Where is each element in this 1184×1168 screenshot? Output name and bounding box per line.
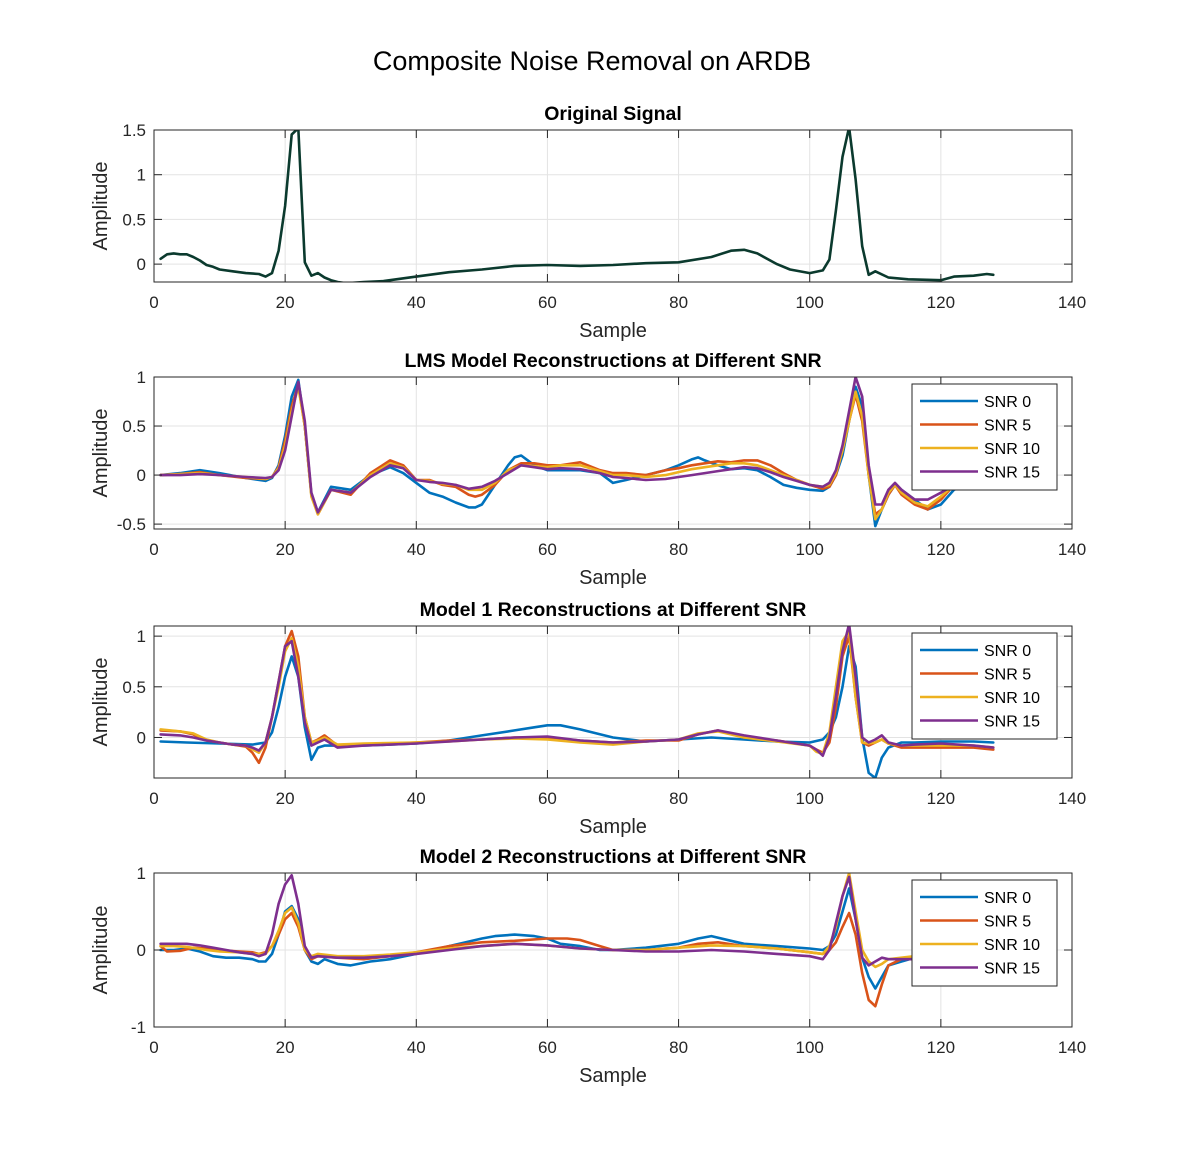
legend-entry: SNR 0 bbox=[984, 394, 1031, 411]
x-tick-label: 20 bbox=[276, 1038, 295, 1057]
axes-box bbox=[153, 376, 1073, 530]
x-axis-label: Sample bbox=[579, 320, 647, 342]
subplot-3: 0 20 40 60 80 100 120 140 0 0.5 1 Model 1 Reconstru… bbox=[90, 599, 1086, 838]
legend-entry: SNR 15 bbox=[984, 714, 1040, 731]
y-tick-label: 0 bbox=[137, 255, 146, 274]
legend-entry: SNR 15 bbox=[984, 961, 1040, 978]
axes-box bbox=[153, 129, 1073, 283]
x-tick-label: 60 bbox=[538, 1038, 557, 1057]
x-axis-label: Sample bbox=[579, 1065, 647, 1087]
y-tick-label: 1.5 bbox=[122, 121, 146, 140]
y-axis-label: Amplitude bbox=[90, 409, 112, 498]
legend: SNR 0 SNR 5 SNR 10 SNR 15 bbox=[911, 632, 1058, 740]
y-tick-label: 0 bbox=[137, 728, 146, 747]
x-tick-label: 80 bbox=[669, 789, 688, 808]
series-group bbox=[159, 626, 995, 778]
y-tick-label: 0.5 bbox=[122, 678, 146, 697]
x-tick-label: 140 bbox=[1058, 789, 1086, 808]
series-line-snr-15 bbox=[159, 377, 995, 514]
x-tick-label: 80 bbox=[669, 540, 688, 559]
x-tick-label: 20 bbox=[276, 789, 295, 808]
x-tick-label: 100 bbox=[796, 1038, 824, 1057]
series-line-original bbox=[159, 130, 995, 282]
subplot-title: Original Signal bbox=[544, 103, 682, 125]
y-tick-label: 1 bbox=[137, 864, 146, 883]
subplot-title: LMS Model Reconstructions at Different S… bbox=[404, 350, 821, 372]
legend-entry: SNR 10 bbox=[984, 690, 1040, 707]
legend: SNR 0 SNR 5 SNR 10 SNR 15 bbox=[911, 383, 1058, 491]
x-tick-label: 20 bbox=[276, 293, 295, 312]
plot-area bbox=[154, 130, 1072, 282]
y-tick-label: 1 bbox=[137, 166, 146, 185]
legend: SNR 0 SNR 5 SNR 10 SNR 15 bbox=[911, 879, 1058, 987]
series-group bbox=[159, 873, 995, 1008]
x-tick-label: 0 bbox=[149, 540, 158, 559]
x-tick-label: 120 bbox=[927, 789, 955, 808]
y-tick-label: 0.5 bbox=[122, 210, 146, 229]
y-axis-label: Amplitude bbox=[90, 162, 112, 251]
x-tick-label: 40 bbox=[407, 540, 426, 559]
y-axis-label: Amplitude bbox=[90, 658, 112, 747]
x-tick-label: 20 bbox=[276, 540, 295, 559]
series-line-snr-15 bbox=[159, 626, 995, 758]
legend-entry: SNR 5 bbox=[984, 914, 1031, 931]
series-group bbox=[159, 377, 995, 528]
x-tick-label: 0 bbox=[149, 1038, 158, 1057]
x-tick-label: 60 bbox=[538, 293, 557, 312]
series-group bbox=[159, 130, 995, 282]
subplot-title: Model 2 Reconstructions at Different SNR bbox=[420, 846, 807, 868]
x-tick-label: 0 bbox=[149, 293, 158, 312]
x-tick-label: 100 bbox=[796, 789, 824, 808]
x-tick-label: 140 bbox=[1058, 1038, 1086, 1057]
y-tick-label: 0 bbox=[137, 466, 146, 485]
x-tick-label: 120 bbox=[927, 540, 955, 559]
y-tick-label: 1 bbox=[137, 627, 146, 646]
figure-title: Composite Noise Removal on ARDB bbox=[373, 46, 811, 76]
y-tick-label: -1 bbox=[131, 1018, 146, 1037]
x-tick-label: 80 bbox=[669, 1038, 688, 1057]
axes-box bbox=[153, 625, 1073, 779]
x-axis-label: Sample bbox=[579, 816, 647, 838]
x-tick-label: 80 bbox=[669, 293, 688, 312]
x-tick-label: 100 bbox=[796, 293, 824, 312]
legend-entry: SNR 10 bbox=[984, 441, 1040, 458]
legend-entry: SNR 15 bbox=[984, 465, 1040, 482]
y-tick-label: 1 bbox=[137, 368, 146, 387]
x-tick-label: 0 bbox=[149, 789, 158, 808]
x-tick-label: 140 bbox=[1058, 293, 1086, 312]
y-tick-label: -0.5 bbox=[117, 515, 146, 534]
x-tick-label: 120 bbox=[927, 1038, 955, 1057]
legend-entry: SNR 10 bbox=[984, 937, 1040, 954]
series-line-snr-15 bbox=[159, 873, 995, 967]
x-tick-label: 40 bbox=[407, 293, 426, 312]
legend-entry: SNR 0 bbox=[984, 643, 1031, 660]
x-tick-label: 40 bbox=[407, 789, 426, 808]
subplot-1: 0 20 40 60 80 100 120 140 0 0.5 1 1.5 Original Signa… bbox=[90, 103, 1086, 342]
x-axis-label: Sample bbox=[579, 567, 647, 589]
legend-entry: SNR 5 bbox=[984, 418, 1031, 435]
series-line-snr-0 bbox=[159, 644, 995, 778]
subplot-title: Model 1 Reconstructions at Different SNR bbox=[420, 599, 807, 621]
x-tick-label: 60 bbox=[538, 789, 557, 808]
x-tick-label: 40 bbox=[407, 1038, 426, 1057]
y-tick-label: 0 bbox=[137, 941, 146, 960]
x-tick-label: 60 bbox=[538, 540, 557, 559]
legend-entry: SNR 5 bbox=[984, 667, 1031, 684]
x-tick-label: 120 bbox=[927, 293, 955, 312]
legend-entry: SNR 0 bbox=[984, 890, 1031, 907]
x-tick-label: 100 bbox=[796, 540, 824, 559]
y-axis-label: Amplitude bbox=[90, 906, 112, 995]
y-tick-label: 0.5 bbox=[122, 417, 146, 436]
x-tick-label: 140 bbox=[1058, 540, 1086, 559]
